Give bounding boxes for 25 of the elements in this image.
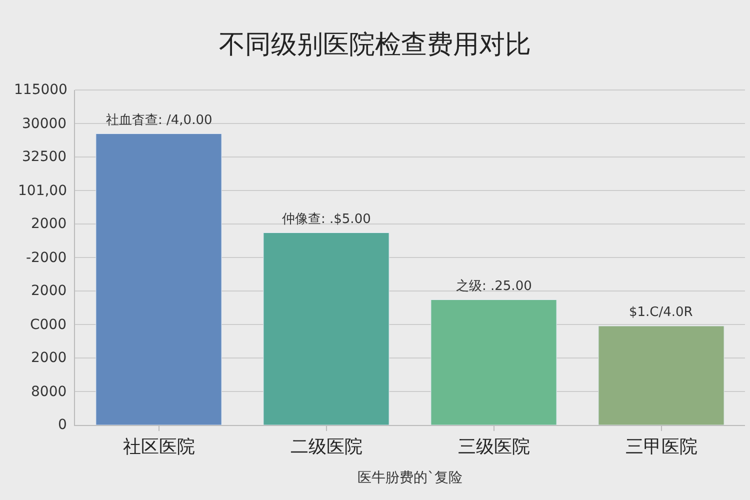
bar bbox=[96, 133, 222, 425]
annotation: 社血杳查: /4,0.00 bbox=[106, 113, 212, 128]
text: 8000 bbox=[31, 384, 67, 400]
text: 32500 bbox=[22, 149, 67, 165]
text: 30000 bbox=[22, 116, 67, 132]
text: C000 bbox=[30, 317, 66, 333]
text: 2000 bbox=[31, 350, 67, 366]
text: -2000 bbox=[26, 250, 67, 266]
bar bbox=[263, 232, 390, 425]
x-tick-label: 三级医院 bbox=[458, 436, 530, 458]
bar bbox=[598, 326, 724, 425]
text: 115000 bbox=[14, 82, 68, 98]
annotation: 之级: .25.00 bbox=[456, 279, 532, 294]
text: 2000 bbox=[31, 283, 67, 299]
text: 2000 bbox=[31, 216, 67, 232]
x-tick-label: 三甲医院 bbox=[625, 436, 698, 458]
annotation: $1.C/4.0R bbox=[629, 305, 693, 320]
x-axis-title: 医牛朌费的`复险 bbox=[358, 470, 462, 486]
annotation: 仲像查: .$5.00 bbox=[282, 212, 371, 227]
text: 0 bbox=[58, 417, 67, 433]
text: 101,00 bbox=[18, 183, 67, 199]
chart-title: 不同级别医院检查费用对比 bbox=[219, 30, 531, 60]
x-tick-label: 二级医院 bbox=[290, 436, 362, 458]
bar bbox=[430, 299, 557, 425]
x-tick-label: 社区医院 bbox=[122, 436, 195, 458]
